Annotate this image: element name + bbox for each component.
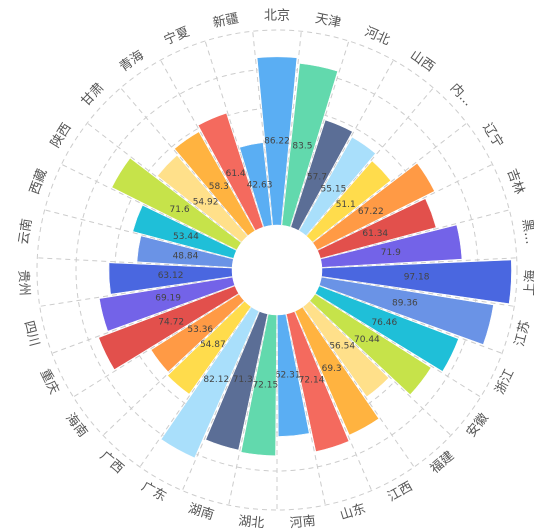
- category-label: 广西: [97, 449, 127, 477]
- grid-spoke: [102, 300, 245, 436]
- category-label: 云南: [16, 217, 36, 245]
- grid-spoke: [302, 306, 415, 468]
- grid-spoke: [321, 257, 517, 269]
- category-label: 上海: [523, 269, 534, 296]
- grid-spoke: [139, 306, 252, 468]
- value-label: 69.19: [155, 294, 181, 304]
- value-label: 58.3: [209, 182, 229, 192]
- value-label: 63.12: [158, 271, 184, 281]
- value-label: 69.3: [322, 364, 342, 374]
- value-label: 74.72: [158, 317, 184, 327]
- value-label: 71.6: [170, 205, 190, 215]
- value-label: 86.22: [264, 136, 290, 146]
- grid-circle: [36, 29, 518, 511]
- grid-spoke: [44, 209, 234, 260]
- value-label: 61.4: [226, 169, 246, 179]
- category-label: 湖南: [186, 500, 216, 523]
- category-label: 宁夏: [162, 24, 192, 49]
- grid-spoke: [281, 31, 302, 226]
- grid-spoke: [294, 311, 373, 491]
- category-label: 河北: [362, 25, 392, 49]
- grid-spoke: [39, 276, 233, 307]
- grid-spoke: [181, 311, 260, 491]
- category-label: 天津: [314, 11, 343, 31]
- grid-spoke: [321, 276, 515, 307]
- value-label: 55.15: [321, 184, 347, 194]
- grid-spoke: [317, 163, 493, 251]
- grid-spoke: [61, 163, 237, 251]
- category-label: 黑...: [519, 218, 534, 245]
- grid-spoke: [160, 59, 256, 231]
- value-label: 70.44: [354, 335, 380, 345]
- category-label: 辽宁: [479, 120, 506, 151]
- category-label: 贵州: [15, 269, 31, 296]
- grid-spoke: [285, 313, 326, 506]
- category-label: 青海: [117, 48, 147, 75]
- value-label: 53.36: [187, 325, 213, 335]
- value-label: 83.5: [292, 142, 312, 152]
- value-label: 89.36: [392, 299, 418, 309]
- grid-spoke: [320, 209, 510, 260]
- category-label: 浙江: [493, 367, 518, 397]
- grid-spoke: [86, 122, 242, 243]
- value-label: 53.44: [173, 232, 199, 242]
- grid-spoke: [309, 300, 452, 436]
- category-label: 湖北: [238, 514, 265, 530]
- grid-spoke: [51, 285, 235, 354]
- value-label: 97.18: [404, 273, 430, 283]
- value-label: 61.34: [362, 229, 388, 239]
- grid-spoke: [298, 59, 394, 231]
- value-label: 72.14: [299, 376, 325, 386]
- grid-spoke: [228, 313, 269, 506]
- grid-spoke: [289, 40, 350, 228]
- grid-spoke: [305, 87, 434, 237]
- value-label: 76.46: [371, 318, 397, 328]
- center-hole: [232, 225, 322, 315]
- value-label: 54.92: [193, 198, 219, 208]
- category-label: 陕西: [48, 121, 74, 151]
- category-label: 广东: [139, 479, 169, 505]
- value-label: 72.15: [252, 380, 278, 390]
- value-label: 54.87: [200, 340, 226, 350]
- category-label: 四川: [21, 319, 42, 348]
- grid-spoke: [73, 293, 240, 398]
- grid-spoke: [312, 122, 468, 243]
- value-label: 48.84: [173, 251, 199, 261]
- value-label: 71.9: [381, 248, 401, 258]
- category-label: 西藏: [27, 167, 50, 197]
- category-label: 河南: [289, 513, 317, 530]
- category-label: 海南: [62, 410, 91, 440]
- value-label: 56.54: [329, 341, 355, 351]
- value-label: 82.12: [203, 375, 229, 385]
- category-label: 新疆: [211, 10, 240, 31]
- value-label: 62.31: [275, 371, 301, 381]
- grid-spoke: [37, 257, 233, 269]
- category-label: 北京: [264, 9, 290, 24]
- value-label: 57.7: [307, 172, 327, 182]
- grid-spoke: [319, 285, 503, 354]
- grid-spoke: [204, 40, 265, 228]
- category-label: 甘肃: [79, 80, 108, 109]
- value-label: 67.22: [358, 207, 384, 217]
- grid-spoke: [252, 31, 273, 226]
- value-label: 51.1: [336, 200, 356, 210]
- category-label: 山东: [338, 501, 367, 523]
- category-label: 江苏: [511, 319, 533, 348]
- category-label: 重庆: [36, 366, 62, 396]
- grid-spoke: [120, 87, 249, 237]
- category-label: 吉林: [504, 167, 527, 197]
- grid-spoke: [314, 293, 481, 398]
- value-label: 42.63: [247, 181, 273, 191]
- value-label: 71.3: [233, 375, 253, 385]
- category-label: 江西: [385, 479, 415, 505]
